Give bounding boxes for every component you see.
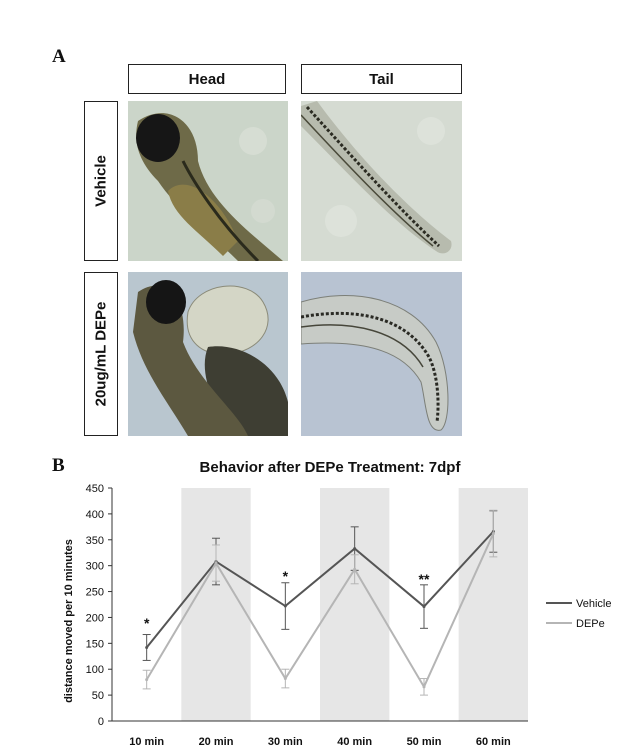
column-header-head: Head [128,64,286,94]
x-tick-label: 10 min [129,736,164,748]
line-chart: Behavior after DEPe Treatment: 7dpf dist… [63,459,611,748]
x-tick-label: 30 min [268,736,303,748]
significance-marker: ** [419,571,430,587]
panel-a-letter: A [52,46,66,67]
data-point [422,685,426,689]
panel-b-letter: B [52,455,65,476]
data-point [353,567,357,571]
y-axis-title: distance moved per 10 minutes [63,539,75,703]
x-tick-label: 60 min [476,736,511,748]
y-tick-label: 0 [98,716,104,728]
y-tick-label: 150 [86,638,104,650]
series-line-depe [145,533,495,689]
significance-marker: * [283,568,289,584]
data-point [145,678,149,682]
background-band [181,488,251,721]
row-header-depe: 20ug/mL DEPe [84,272,118,436]
micrograph-vehicle-tail [301,101,462,261]
y-tick-label: 250 [86,587,104,599]
legend-label-vehicle: Vehicle [576,598,611,610]
data-point [491,532,495,536]
y-tick-label: 200 [86,612,104,624]
data-point [353,547,357,551]
data-point [283,604,287,608]
micrograph-vehicle-head [128,101,288,261]
y-tick-label: 450 [86,483,104,495]
significance-marker: * [144,615,150,631]
row-header-vehicle: Vehicle [84,101,118,261]
y-tick-label: 50 [92,690,104,702]
background-band [320,488,390,721]
chart-title: Behavior after DEPe Treatment: 7dpf [200,459,462,476]
column-header-tail: Tail [301,64,462,94]
micrograph-depe-head [128,272,288,436]
x-tick-label: 50 min [407,736,442,748]
micrograph-depe-tail [301,272,462,436]
data-point [214,561,218,565]
y-tick-label: 300 [86,561,104,573]
x-tick-label: 20 min [199,736,234,748]
data-point [283,677,287,681]
data-point [145,645,149,649]
legend-label-depe: DEPe [576,618,605,630]
row-header-vehicle-label: Vehicle [92,155,110,207]
row-header-depe-label: 20ug/mL DEPe [92,301,110,407]
x-tick-label: 40 min [337,736,372,748]
y-tick-label: 400 [86,509,104,521]
y-tick-label: 100 [86,664,104,676]
data-point [422,605,426,609]
y-tick-label: 350 [86,535,104,547]
series-line-vehicle [145,530,495,649]
